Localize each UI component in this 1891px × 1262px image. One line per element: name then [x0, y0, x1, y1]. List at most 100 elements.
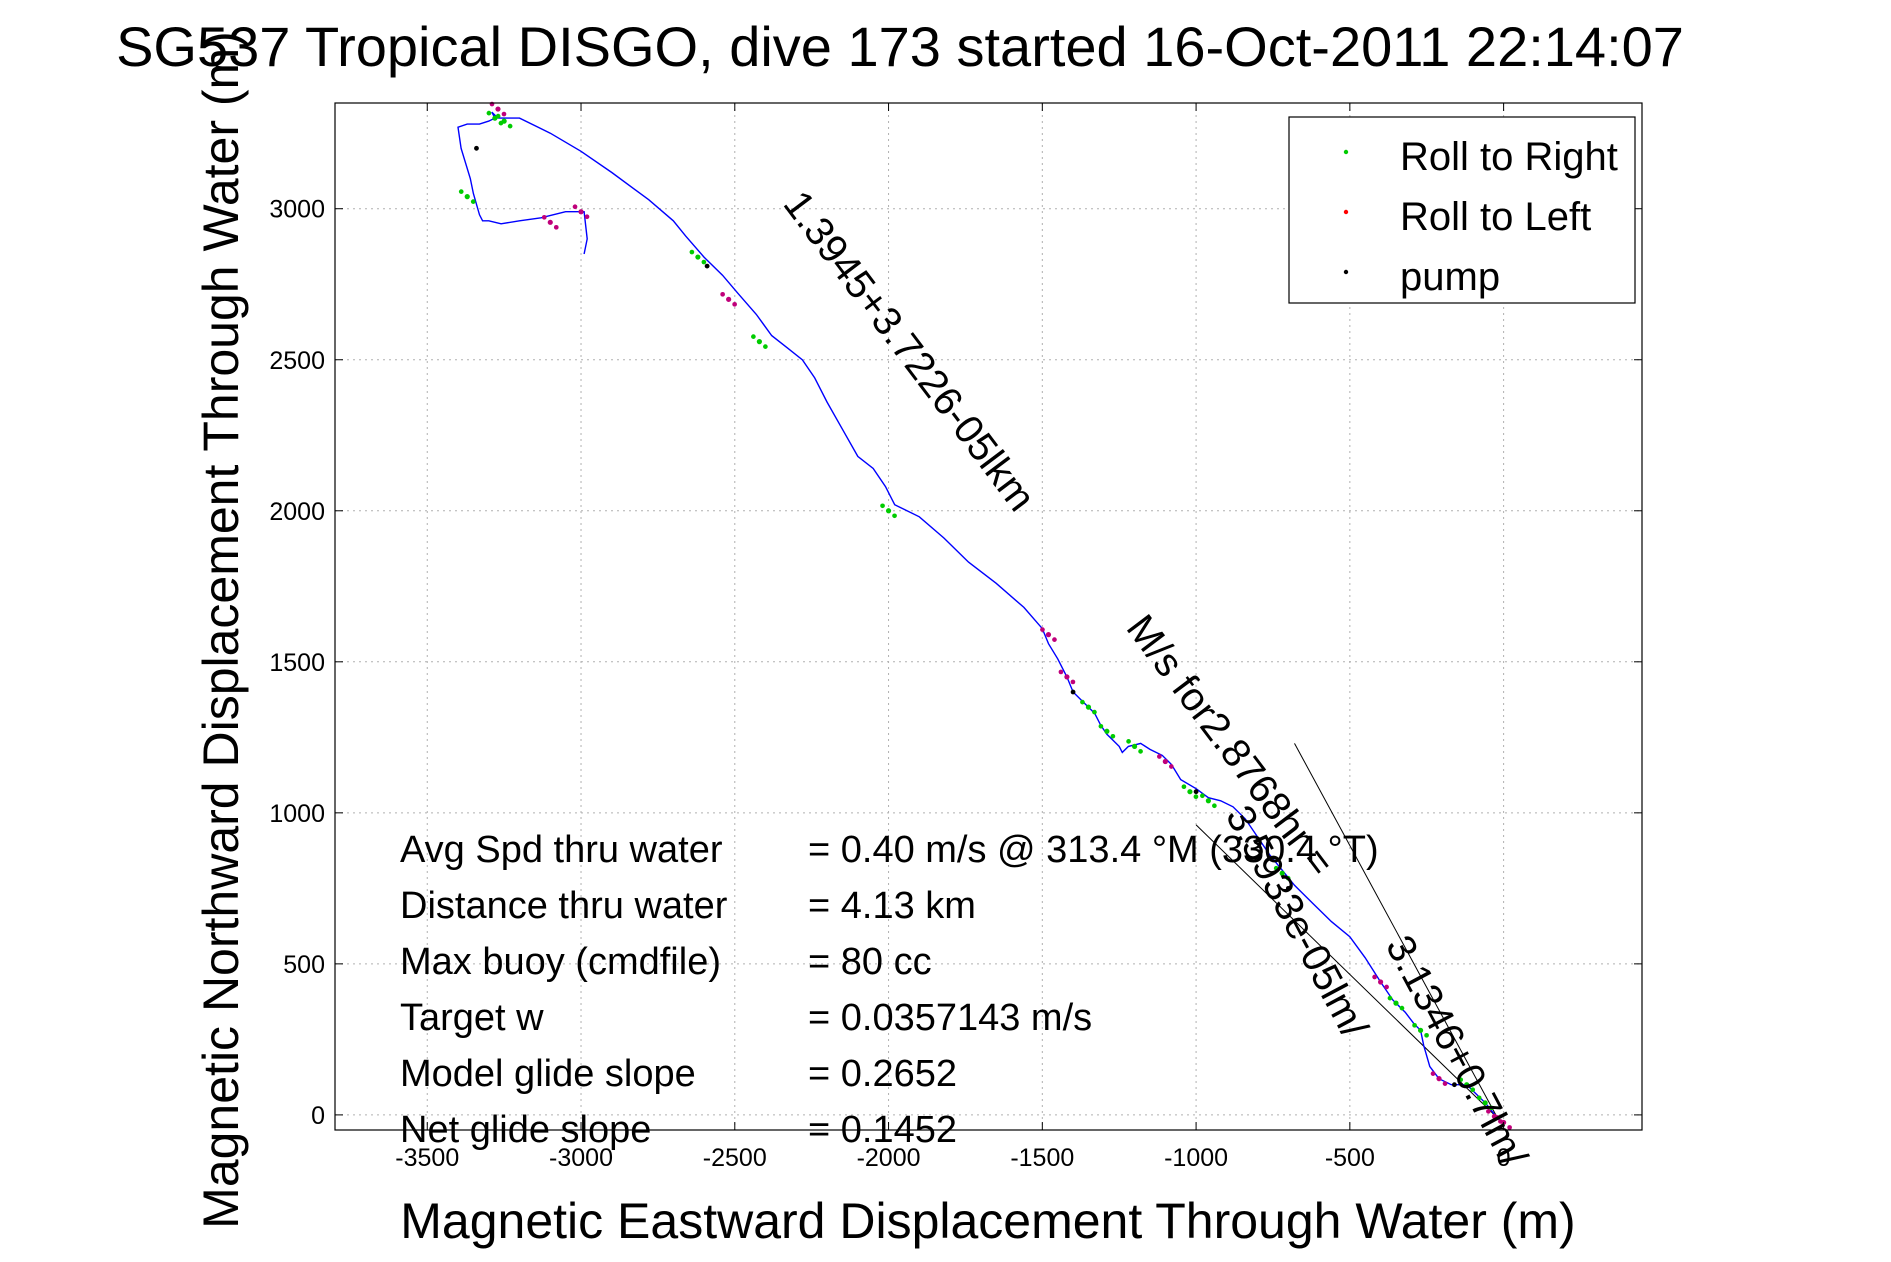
x-axis-label: Magnetic Eastward Displacement Through W… [400, 1193, 1575, 1249]
roll-left-point [578, 209, 584, 215]
legend-label-pump: pump [1400, 255, 1500, 299]
plot-frame [334, 102, 1643, 1131]
roll-left-point [1436, 1076, 1442, 1082]
roll-left-point [572, 204, 578, 210]
roll-left-point [1378, 979, 1384, 985]
x-tick-label: -3000 [549, 1144, 613, 1172]
stat-label-net-glide: Net glide slope [400, 1109, 651, 1151]
y-ticks: 0 500 1000 1500 2000 2500 3000 [269, 196, 1642, 1130]
roll-right-point [1476, 1095, 1482, 1101]
roll-left-point [1058, 669, 1064, 675]
stat-value-avg-spd: = 0.40 m/s @ 313.4 °M (330.4 °T) [808, 829, 1379, 871]
pump-point [704, 263, 710, 269]
roll-left-point [547, 219, 553, 225]
roll-right-point [1470, 1087, 1476, 1093]
roll-right-point [1212, 803, 1217, 809]
y-tick-label: 0 [311, 1102, 325, 1130]
stat-value-net-glide: = 0.1452 [808, 1109, 957, 1151]
grid-layer [335, 103, 1642, 1130]
roll-right-point [1193, 794, 1199, 800]
y-tick-label: 1500 [269, 649, 325, 677]
x-tick-label: -500 [1325, 1144, 1375, 1172]
x-tick-label: -3500 [395, 1144, 459, 1172]
roll-right-point [1138, 749, 1143, 754]
roll-right-point [695, 254, 701, 260]
roll-right-point [1187, 789, 1193, 795]
x-tick-label: 0 [1497, 1144, 1511, 1172]
x-tick-label: -1000 [1164, 1144, 1228, 1172]
x-tick-label: -2000 [857, 1144, 921, 1172]
roll-right-point [470, 199, 476, 204]
roll-right-point [1200, 793, 1205, 799]
glider-track-line [457, 111, 1505, 1125]
roll-left-point [1372, 974, 1377, 980]
stat-label-max-buoy: Max buoy (cmdfile) [400, 941, 721, 983]
roll-left-point [1162, 758, 1168, 765]
roll-left-point [1040, 627, 1045, 632]
x-ticks: -3500 -3000 -2500 -2000 -1500 -1000 -500 0 [395, 103, 1511, 1172]
roll-right-point [1285, 875, 1291, 881]
pump-point [1070, 689, 1076, 695]
roll-left-point [1156, 754, 1162, 759]
stat-label-distance: Distance thru water [400, 885, 728, 927]
roll-right-point [1417, 1027, 1424, 1033]
roll-right-point [1126, 739, 1131, 744]
roll-left-point [541, 214, 547, 220]
roll-right-point [507, 123, 513, 129]
roll-right-point [495, 113, 501, 119]
roll-left-point [1491, 1113, 1497, 1120]
y-axis-label: Magnetic Northward Displacement Through … [193, 31, 249, 1229]
roll-right-point [689, 249, 695, 255]
legend-marker-roll-left [1343, 209, 1349, 215]
roll-right-point [1104, 728, 1110, 734]
roll-right-point [880, 503, 885, 509]
roll-left-point [1052, 637, 1057, 642]
roll-right-point [763, 344, 768, 349]
stat-value-distance: = 4.13 km [808, 885, 976, 927]
glide-guide-line [1294, 743, 1498, 1119]
roll-right-point [1085, 704, 1092, 710]
roll-left-point [1507, 1125, 1512, 1130]
roll-left-point [720, 291, 725, 297]
stat-value-max-buoy: = 80 cc [808, 941, 932, 983]
pump-point [1285, 885, 1291, 891]
roll-right-point [486, 110, 492, 116]
legend-label-roll-left: Roll to Left [1400, 195, 1591, 239]
roll-right-point [1464, 1082, 1470, 1088]
roll-left-point [1070, 679, 1076, 685]
roll-left-point [495, 106, 501, 112]
roll-right-point [1387, 995, 1393, 1001]
roll-right-point [1080, 699, 1085, 705]
roll-right-point [1393, 1000, 1399, 1006]
roll-right-point [1424, 1032, 1429, 1038]
roll-right-point [1092, 709, 1097, 715]
roll-left-point [501, 111, 507, 117]
roll-left-point [1064, 674, 1070, 680]
glide-guide-line [1195, 824, 1498, 1119]
legend-marker-roll-right [1343, 149, 1349, 155]
stat-label-model-glide: Model glide slope [400, 1053, 696, 1095]
stat-value-target-w: = 0.0357143 m/s [808, 997, 1092, 1039]
roll-right-point [1482, 1100, 1488, 1106]
roll-right-point [1458, 1077, 1464, 1083]
pump-point [1452, 1082, 1457, 1088]
roll-right-point [1205, 798, 1211, 804]
stat-label-avg-spd: Avg Spd thru water [400, 829, 723, 871]
roll-left-point [732, 301, 737, 307]
roll-left-point [726, 296, 732, 302]
roll-left-point [1430, 1071, 1436, 1076]
roll-right-point [1399, 1005, 1405, 1011]
y-tick-label: 500 [283, 951, 325, 979]
roll-left-point [1498, 1119, 1503, 1124]
y-tick-label: 1000 [269, 800, 325, 828]
roll-right-point [1273, 865, 1279, 871]
pump-point [474, 145, 479, 151]
roll-right-point [751, 334, 756, 339]
roll-right-point [1131, 743, 1138, 749]
roll-right-point [501, 118, 507, 124]
marker-layer [458, 101, 1512, 1130]
roll-right-point [885, 508, 892, 514]
roll-left-point [1486, 1109, 1491, 1114]
roll-left-point [1045, 632, 1052, 638]
